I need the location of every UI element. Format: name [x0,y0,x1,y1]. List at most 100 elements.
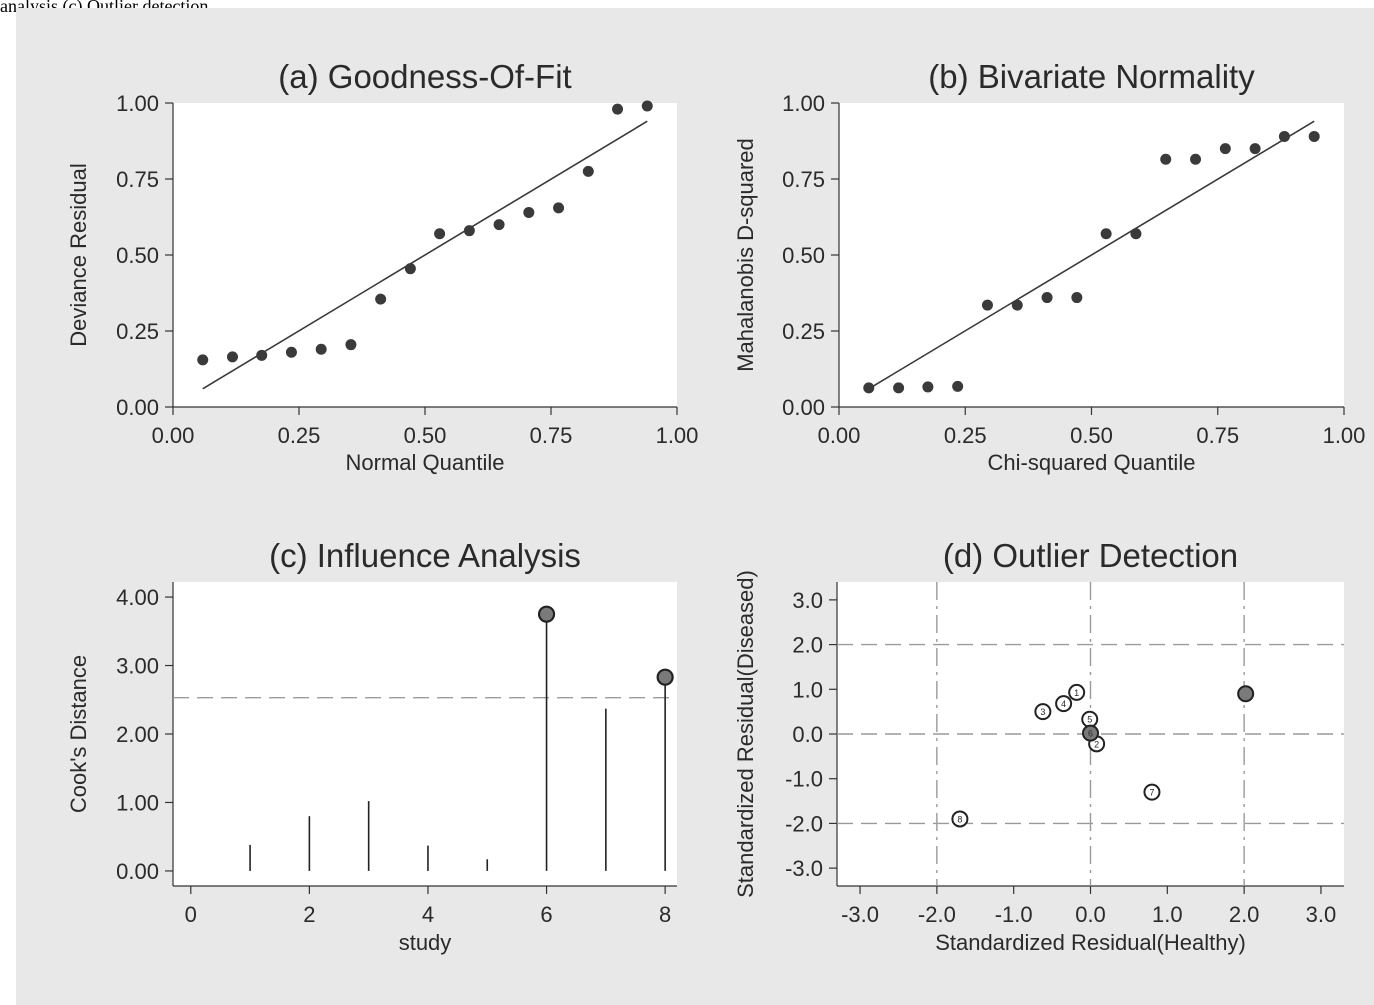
data-point [227,351,238,362]
data-point [952,381,963,392]
x-tick-label: 0 [185,902,197,927]
plot-area [173,582,677,886]
x-tick-label: 3.0 [1306,902,1337,927]
x-tick-label: 2.0 [1229,902,1260,927]
data-point [583,166,594,177]
y-tick-label: 0.50 [782,243,825,268]
y-axis-label: Standardized Residual(Diseased) [733,570,758,898]
point-label: 1 [1074,688,1079,698]
chart-title: (b) Bivariate Normality [928,58,1255,95]
data-point [1220,143,1231,154]
data-point [893,382,904,393]
x-tick-label: 0.00 [818,423,861,448]
x-tick-label: 0.75 [1196,423,1239,448]
y-tick-label: 2.00 [116,722,159,747]
data-point [1160,154,1171,165]
x-axis-label: Chi-squared Quantile [988,450,1196,475]
x-tick-label: 2 [303,902,315,927]
data-point [286,347,297,358]
data-point [1101,228,1112,239]
y-tick-label: 0.00 [116,859,159,884]
data-point [434,228,445,239]
influential-study-marker [539,607,554,622]
y-tick-label: 1.00 [116,91,159,116]
x-tick-label: 0.75 [530,423,573,448]
y-tick-label: 0.00 [116,395,159,420]
point-label: 5 [1087,715,1092,725]
y-tick-label: 0.75 [782,167,825,192]
data-point [1309,131,1320,142]
y-tick-label: 0.00 [782,395,825,420]
x-tick-label: -3.0 [841,902,879,927]
x-tick-label: 0.00 [152,423,195,448]
y-tick-label: 0.25 [116,319,159,344]
data-point [523,207,534,218]
data-point [1279,131,1290,142]
x-tick-label: 1.0 [1152,902,1183,927]
data-point [405,263,416,274]
data-point [642,101,653,112]
data-point [1190,154,1201,165]
y-tick-label: 0.75 [116,167,159,192]
x-tick-label: -1.0 [995,902,1033,927]
x-tick-label: 0.50 [404,423,447,448]
y-tick-label: 3.0 [792,588,823,613]
data-point [1071,292,1082,303]
x-tick-label: 8 [659,902,671,927]
point-label: 7 [1149,788,1154,798]
point-label: 2 [1094,739,1099,749]
x-tick-label: 4 [422,902,434,927]
chart-title: (d) Outlier Detection [943,537,1238,574]
point-label: 8 [957,814,962,824]
chart-title: (c) Influence Analysis [269,537,581,574]
data-point [612,104,623,115]
outlier-point-marker [1238,686,1253,701]
y-tick-label: 0.25 [782,319,825,344]
data-point [316,344,327,355]
data-point [1130,228,1141,239]
point-label: 6 [1088,729,1093,739]
x-tick-label: 0.0 [1075,902,1106,927]
y-tick-label: 4.00 [116,585,159,610]
y-tick-label: 0.0 [792,722,823,747]
y-tick-label: 0.50 [116,243,159,268]
y-tick-label: -2.0 [785,811,823,836]
x-tick-label: 0.25 [944,423,987,448]
x-axis-label: Standardized Residual(Healthy) [935,930,1246,955]
point-label: 3 [1040,707,1045,717]
x-tick-label: 1.00 [656,423,699,448]
data-point [863,382,874,393]
x-tick-label: -2.0 [918,902,956,927]
data-point [464,225,475,236]
y-axis-label: Deviance Residual [66,163,91,346]
influential-study-marker [658,670,673,685]
data-point [922,381,933,392]
data-point [256,350,267,361]
y-tick-label: -1.0 [785,767,823,792]
data-point [982,300,993,311]
x-axis-label: study [399,930,452,955]
y-tick-label: 1.00 [782,91,825,116]
y-tick-label: 2.0 [792,633,823,658]
data-point [345,339,356,350]
x-tick-label: 6 [540,902,552,927]
y-axis-label: Cook's Distance [66,655,91,813]
y-tick-label: 1.0 [792,677,823,702]
x-axis-label: Normal Quantile [346,450,505,475]
y-tick-label: 1.00 [116,790,159,815]
x-tick-label: 1.00 [1323,423,1366,448]
data-point [1042,292,1053,303]
data-point [553,202,564,213]
data-point [375,294,386,305]
y-axis-label: Mahalanobis D-squared [733,138,758,372]
point-label: 4 [1061,699,1066,709]
data-point [1012,300,1023,311]
y-tick-label: 3.00 [116,654,159,679]
x-tick-label: 0.25 [278,423,321,448]
chart-title: (a) Goodness-Of-Fit [278,58,571,95]
x-tick-label: 0.50 [1070,423,1113,448]
data-point [197,354,208,365]
y-tick-label: -3.0 [785,856,823,881]
data-point [1250,143,1261,154]
